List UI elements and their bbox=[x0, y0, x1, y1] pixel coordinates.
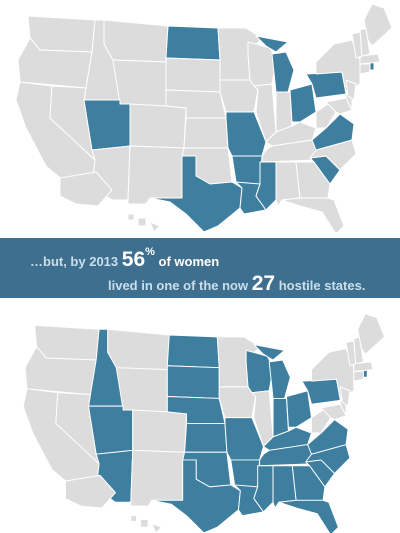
banner-of-women: of women bbox=[158, 254, 220, 269]
banner-line-1: …but, by 2013 56% of women bbox=[30, 246, 220, 272]
after-state-wv bbox=[311, 409, 332, 434]
after-state-ia bbox=[218, 386, 257, 419]
banner-line-2: lived in one of the now 27 hostile state… bbox=[108, 272, 365, 296]
banner-lead: …but, by 2013 bbox=[30, 254, 119, 269]
before-state-wy bbox=[112, 59, 167, 107]
before-state-nh bbox=[359, 27, 371, 57]
before-state-in bbox=[275, 91, 293, 133]
before-state-hi bbox=[127, 213, 161, 232]
after-state-co bbox=[132, 409, 188, 453]
before-state-ma bbox=[359, 53, 381, 65]
before-state-me bbox=[363, 3, 393, 47]
after-state-wy bbox=[115, 367, 168, 413]
after-state-ma bbox=[353, 361, 374, 372]
after-state-mt bbox=[107, 328, 170, 371]
us-map-after bbox=[0, 310, 400, 533]
after-state-ar bbox=[230, 459, 261, 490]
before-state-ga bbox=[295, 161, 331, 199]
before-state-co bbox=[129, 103, 187, 149]
before-state-ut bbox=[83, 99, 131, 151]
before-state-ks bbox=[183, 117, 229, 149]
after-state-me bbox=[357, 313, 386, 355]
before-state-mt bbox=[103, 19, 169, 63]
percent-sign: % bbox=[145, 246, 155, 258]
after-state-nh bbox=[353, 336, 364, 365]
before-state-nj bbox=[345, 79, 357, 101]
before-state-nd bbox=[165, 25, 221, 61]
after-state-hi bbox=[130, 515, 163, 533]
after-state-in bbox=[272, 397, 289, 438]
after-state-fl bbox=[278, 499, 339, 533]
after-state-ak bbox=[64, 474, 116, 509]
after-state-nj bbox=[339, 386, 351, 407]
after-state-mi bbox=[253, 344, 291, 399]
stat-banner: …but, by 2013 56% of women lived in one … bbox=[0, 238, 400, 298]
before-state-ak bbox=[59, 171, 113, 207]
before-state-ia bbox=[219, 79, 259, 113]
before-state-mi bbox=[255, 35, 295, 93]
after-state-nm bbox=[130, 449, 186, 507]
after-state-oh bbox=[286, 390, 312, 428]
after-state-sd bbox=[166, 365, 220, 399]
after-state-ct bbox=[353, 371, 364, 382]
before-state-fl bbox=[281, 197, 345, 232]
before-state-wa bbox=[27, 15, 96, 53]
before-state-ny bbox=[315, 39, 361, 93]
before-state-ct bbox=[359, 63, 371, 75]
women-percent: 56 bbox=[121, 248, 146, 271]
before-state-ar bbox=[231, 155, 263, 187]
banner-hostile-states: hostile states. bbox=[278, 278, 366, 293]
before-state-sd bbox=[165, 57, 221, 93]
after-state-ny bbox=[311, 347, 355, 399]
after-state-nd bbox=[166, 334, 220, 369]
before-state-nm bbox=[127, 145, 185, 205]
after-state-wa bbox=[34, 324, 100, 361]
after-state-ut bbox=[88, 405, 134, 455]
before-state-oh bbox=[289, 83, 317, 123]
before-state-tx bbox=[149, 155, 243, 232]
before-state-wv bbox=[315, 103, 337, 129]
banner-lived-in: lived in one of the now bbox=[108, 278, 249, 293]
hostile-state-count: 27 bbox=[251, 272, 276, 295]
after-state-tx bbox=[151, 459, 241, 533]
after-state-ks bbox=[184, 422, 228, 453]
us-map-before bbox=[0, 0, 400, 232]
after-state-ga bbox=[291, 465, 326, 501]
